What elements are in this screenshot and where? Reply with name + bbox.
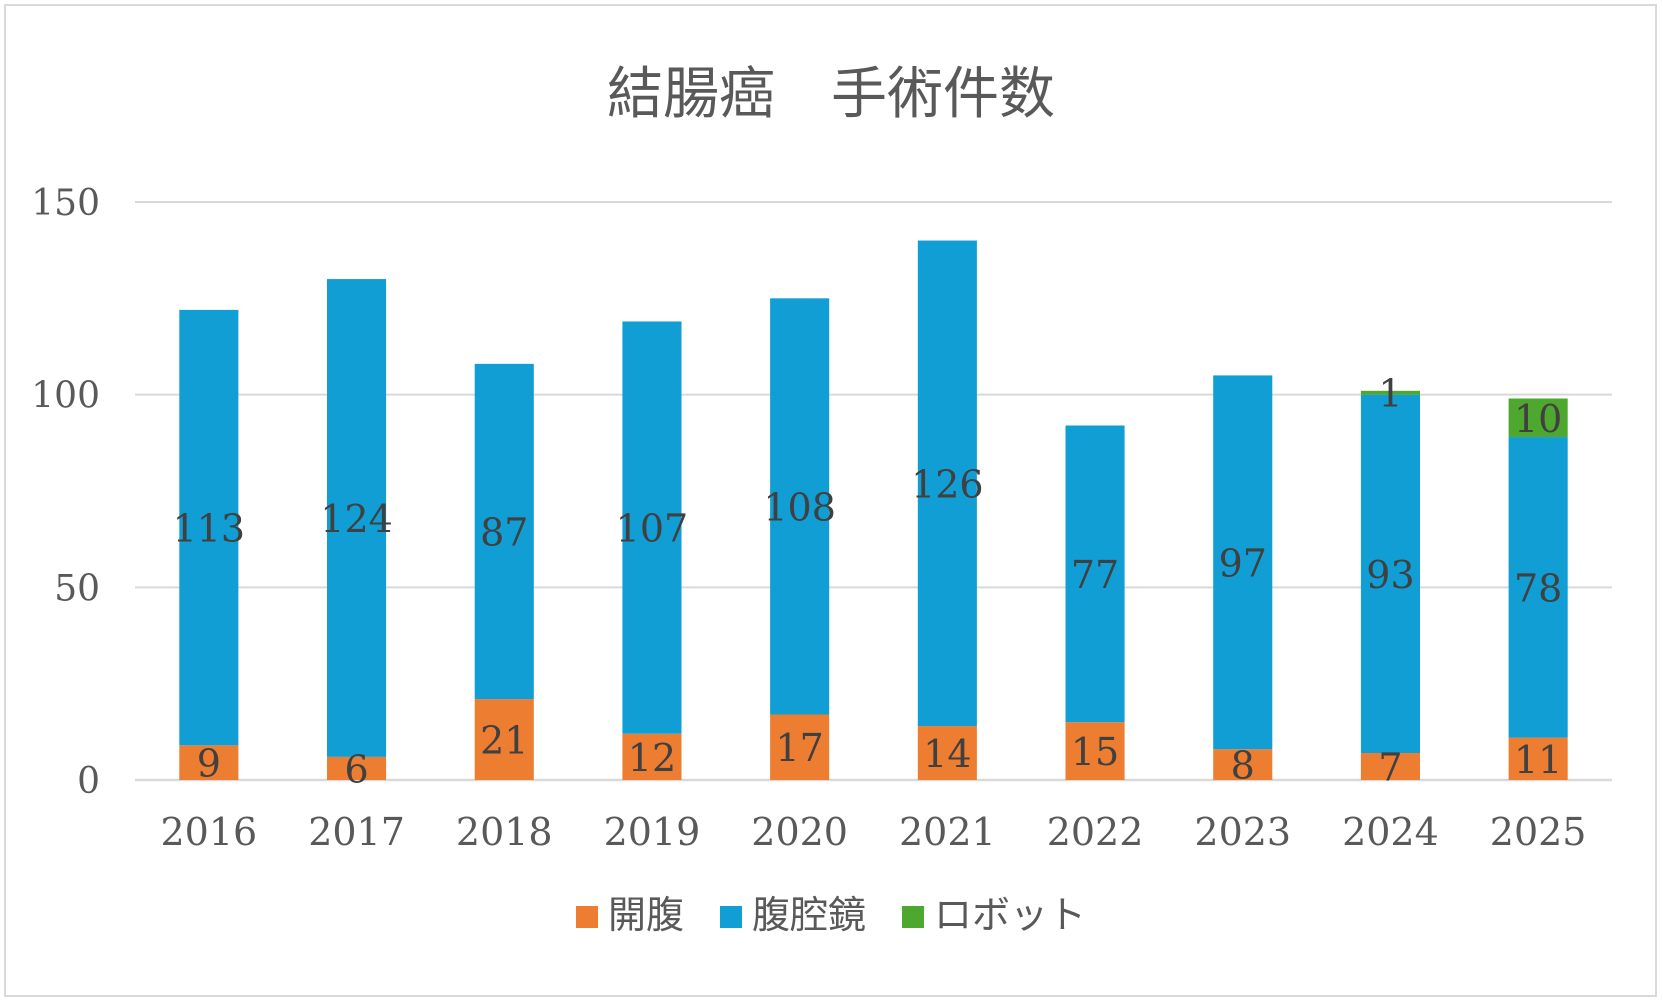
bar-segment [1508, 398, 1568, 438]
y-tick-label: 150 [31, 183, 100, 224]
data-label: 10 [1514, 397, 1562, 441]
data-label: 77 [1071, 553, 1119, 597]
bar-segment [474, 363, 534, 700]
bar-segment [917, 240, 977, 727]
x-axis: 2016 2017 2018 2019 2020 2021 2022 2023 2024 2025 [160, 810, 1586, 854]
bar-segment [1065, 425, 1125, 723]
x-tick-label: 2024 [1342, 810, 1439, 854]
data-label: 21 [480, 719, 528, 763]
legend-swatch [720, 906, 742, 928]
bar-segment [1213, 749, 1273, 780]
data-label: 107 [616, 507, 689, 551]
data-labels: 9113612421871210717108141261577897793111… [173, 372, 1563, 792]
data-label: 113 [173, 507, 246, 551]
bar-segment [1065, 722, 1125, 780]
bars [179, 240, 1568, 780]
bar-segment [474, 699, 534, 780]
data-label: 15 [1071, 730, 1119, 774]
bar-segment [1508, 437, 1568, 738]
x-tick-label: 2023 [1194, 810, 1291, 854]
x-tick-label: 2020 [751, 810, 848, 854]
y-tick-label: 100 [31, 376, 100, 417]
bar-segment [622, 733, 682, 780]
data-label: 108 [763, 485, 836, 529]
bar-segment [179, 745, 239, 780]
data-label: 93 [1366, 553, 1414, 597]
legend: 開腹 腹腔鏡 ロボット [576, 893, 1086, 937]
legend-label: 開腹 [608, 893, 684, 937]
legend-swatch [576, 906, 598, 928]
data-label: 8 [1231, 744, 1255, 788]
data-label: 7 [1378, 746, 1402, 790]
y-tick-label: 0 [77, 761, 100, 802]
bar-segment [327, 279, 387, 757]
bar-segment [1360, 753, 1420, 780]
y-tick-label: 50 [54, 568, 100, 609]
data-label: 126 [911, 462, 984, 506]
x-tick-label: 2016 [160, 810, 257, 854]
bar-segment [1360, 390, 1420, 395]
chart-title: 結腸癌 手術件数 [607, 62, 1055, 127]
data-label: 6 [344, 747, 368, 791]
x-tick-label: 2022 [1047, 810, 1144, 854]
legend-label: ロボット [934, 893, 1086, 937]
data-label: 11 [1514, 738, 1562, 782]
x-tick-label: 2017 [308, 810, 405, 854]
x-tick-label: 2021 [899, 810, 996, 854]
bar-segment [1508, 737, 1568, 780]
legend-swatch [902, 906, 924, 928]
data-label: 97 [1219, 541, 1267, 585]
data-label: 17 [775, 726, 823, 770]
bar-segment [327, 756, 387, 780]
data-label: 14 [923, 732, 971, 776]
bar-segment [917, 726, 977, 780]
y-axis: 0 50 100 150 [31, 183, 100, 802]
bar-segment [770, 714, 830, 780]
data-label: 78 [1514, 566, 1562, 610]
x-tick-label: 2018 [456, 810, 553, 854]
bar-segment [770, 298, 830, 715]
x-tick-label: 2019 [604, 810, 701, 854]
data-label: 12 [628, 736, 676, 780]
bar-segment [1360, 394, 1420, 754]
data-label: 9 [197, 742, 221, 786]
data-label: 1 [1378, 372, 1402, 416]
legend-label: 腹腔鏡 [752, 893, 866, 937]
data-label: 87 [480, 510, 528, 554]
bar-segment [622, 321, 682, 734]
bar-segment [1213, 375, 1273, 750]
bar-segment [179, 309, 239, 746]
x-tick-label: 2025 [1490, 810, 1587, 854]
data-label: 124 [320, 497, 393, 541]
